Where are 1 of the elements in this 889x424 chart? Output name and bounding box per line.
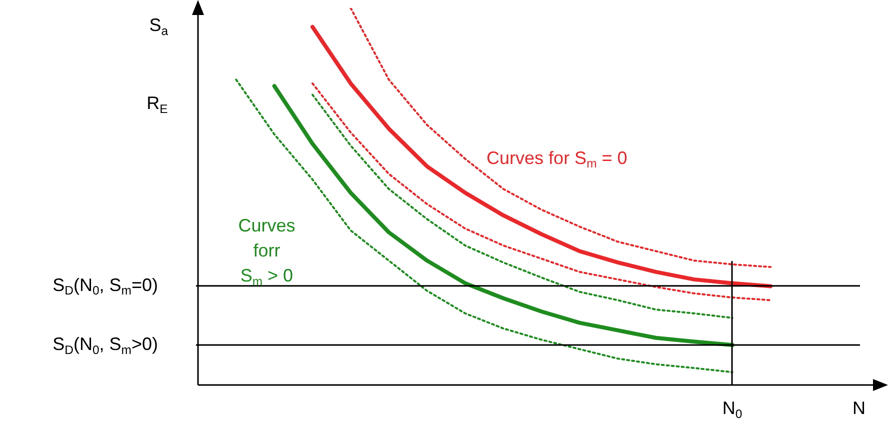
x-axis-title: N — [852, 398, 866, 418]
